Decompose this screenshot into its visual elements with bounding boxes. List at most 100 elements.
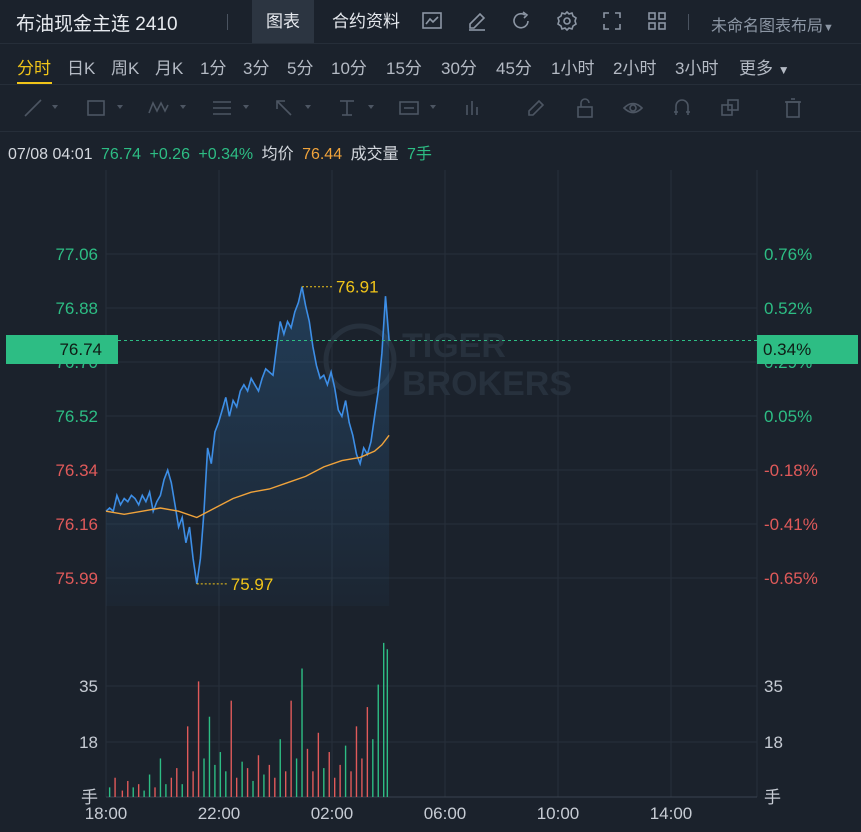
active-period-underline [17, 82, 52, 84]
time-axis-label: 22:00 [198, 804, 241, 823]
layout-select[interactable]: 未命名图表布局▼ [711, 12, 834, 36]
brush-icon[interactable] [525, 97, 547, 119]
volume-axis-label: 手 [81, 788, 98, 807]
time-axis-label: 14:00 [650, 804, 693, 823]
fullscreen-icon[interactable] [600, 9, 624, 33]
wave-pattern-icon[interactable] [147, 97, 169, 119]
pct-axis-label: 0.76% [764, 245, 812, 264]
intraday-chart[interactable]: TIGERBROKERS77.0676.8876.7076.5276.3476.… [0, 170, 861, 832]
rectangle-icon[interactable] [85, 97, 107, 119]
layers-icon[interactable] [719, 97, 741, 119]
watermark-logo-circle [323, 323, 397, 397]
time-axis-label: 18:00 [85, 804, 128, 823]
period-1h[interactable]: 1小时 [551, 59, 595, 78]
time-axis-label: 06:00 [424, 804, 467, 823]
info-avg-label: 均价 [261, 146, 294, 163]
info-volume-label: 成交量 [350, 146, 399, 163]
settings-gear-icon[interactable] [555, 9, 579, 33]
magnet-icon[interactable] [671, 97, 693, 119]
caret-down-icon [430, 105, 436, 109]
price-axis-label: 76.52 [55, 407, 98, 426]
draw-pen-icon[interactable] [465, 9, 489, 33]
grid-layout-icon[interactable] [645, 9, 669, 33]
eye-icon[interactable] [622, 97, 644, 119]
period-2h[interactable]: 2小时 [613, 59, 657, 78]
pct-axis-label: 0.52% [764, 299, 812, 318]
volume-axis-label-right: 18 [764, 733, 783, 752]
caret-down-icon [305, 105, 311, 109]
volume-axis-label: 18 [79, 733, 98, 752]
pct-axis-label: 0.05% [764, 407, 812, 426]
volume-axis-label-right: 35 [764, 677, 783, 696]
period-month[interactable]: 月K [155, 59, 184, 78]
period-more[interactable]: 更多 ▼ [739, 54, 790, 79]
arrow-icon[interactable] [273, 97, 295, 119]
pct-axis-label: -0.65% [764, 569, 818, 588]
caret-down-icon: ▼ [823, 22, 834, 34]
tab-contract-info[interactable]: 合约资料 [332, 12, 400, 31]
quote-info-bar: 07/08 04:01 76.74 +0.26 +0.34% 均价 76.44 … [8, 140, 436, 164]
caret-down-icon [52, 105, 58, 109]
period-more-label: 更多 [739, 59, 773, 78]
high-marker-label: 76.91 [336, 278, 379, 297]
price-line [105, 286, 390, 585]
pct-axis-label: -0.41% [764, 515, 818, 534]
time-axis-label: 02:00 [311, 804, 354, 823]
period-30m[interactable]: 30分 [441, 59, 477, 78]
current-pct-tag: 0.34% [757, 335, 858, 364]
refresh-icon[interactable] [509, 9, 533, 33]
drawing-toolbar [0, 85, 861, 132]
instrument-title: 布油现金主连 2410 [16, 14, 178, 35]
price-axis-label: 77.06 [55, 245, 98, 264]
info-change: +0.26 [149, 146, 190, 163]
top-bar: 布油现金主连 2410 图表 合约资料 未命名图表布局▼ [0, 0, 861, 44]
volume-axis-label: 35 [79, 677, 98, 696]
caret-down-icon [117, 105, 123, 109]
text-box-icon[interactable] [398, 97, 420, 119]
period-1m[interactable]: 1分 [200, 59, 227, 78]
price-axis-label: 76.34 [55, 461, 98, 480]
price-axis-label: 76.16 [55, 515, 98, 534]
period-3h[interactable]: 3小时 [675, 59, 719, 78]
period-15m[interactable]: 15分 [386, 59, 422, 78]
period-10m[interactable]: 10分 [331, 59, 367, 78]
price-axis-label: 76.88 [55, 299, 98, 318]
bars-pattern-icon[interactable] [462, 97, 484, 119]
period-5m[interactable]: 5分 [287, 59, 314, 78]
caret-down-icon [243, 105, 249, 109]
separator [688, 14, 689, 30]
average-price-line [105, 434, 390, 519]
period-bar: 分时 日K 周K 月K 1分 3分 5分 10分 15分 30分 45分 1小时… [0, 44, 861, 85]
trend-line-icon[interactable] [22, 97, 44, 119]
low-marker-label: 75.97 [231, 575, 274, 594]
price-area-fill [106, 286, 390, 606]
current-price-tag: 76.74 [6, 335, 118, 364]
fibonacci-icon[interactable] [211, 97, 233, 119]
tab-chart[interactable]: 图表 [252, 0, 314, 43]
period-day[interactable]: 日K [67, 59, 96, 78]
watermark-text-top: TIGER [402, 327, 506, 365]
period-week[interactable]: 周K [111, 59, 140, 78]
text-cursor-icon[interactable] [336, 97, 358, 119]
watermark-text-bottom: BROKERS [402, 365, 572, 403]
caret-down-icon: ▼ [777, 63, 790, 77]
price-axis-label: 75.99 [55, 569, 98, 588]
pct-axis-label: -0.18% [764, 461, 818, 480]
lock-icon[interactable] [574, 97, 596, 119]
period-45m[interactable]: 45分 [496, 59, 532, 78]
info-price: 76.74 [100, 146, 142, 163]
info-change-pct: +0.34% [198, 146, 254, 163]
trash-icon[interactable] [782, 97, 804, 119]
separator [227, 14, 228, 30]
info-volume-value: 7手 [407, 146, 432, 163]
period-3m[interactable]: 3分 [243, 59, 270, 78]
caret-down-icon [180, 105, 186, 109]
caret-down-icon [368, 105, 374, 109]
period-intraday[interactable]: 分时 [17, 59, 51, 78]
layout-label: 未命名图表布局 [711, 18, 824, 35]
info-avg-value: 76.44 [302, 146, 343, 163]
volume-axis-label-right: 手 [764, 788, 781, 807]
chart-type-icon[interactable] [420, 9, 444, 33]
info-datetime: 07/08 04:01 [8, 146, 93, 163]
time-axis-label: 10:00 [537, 804, 580, 823]
